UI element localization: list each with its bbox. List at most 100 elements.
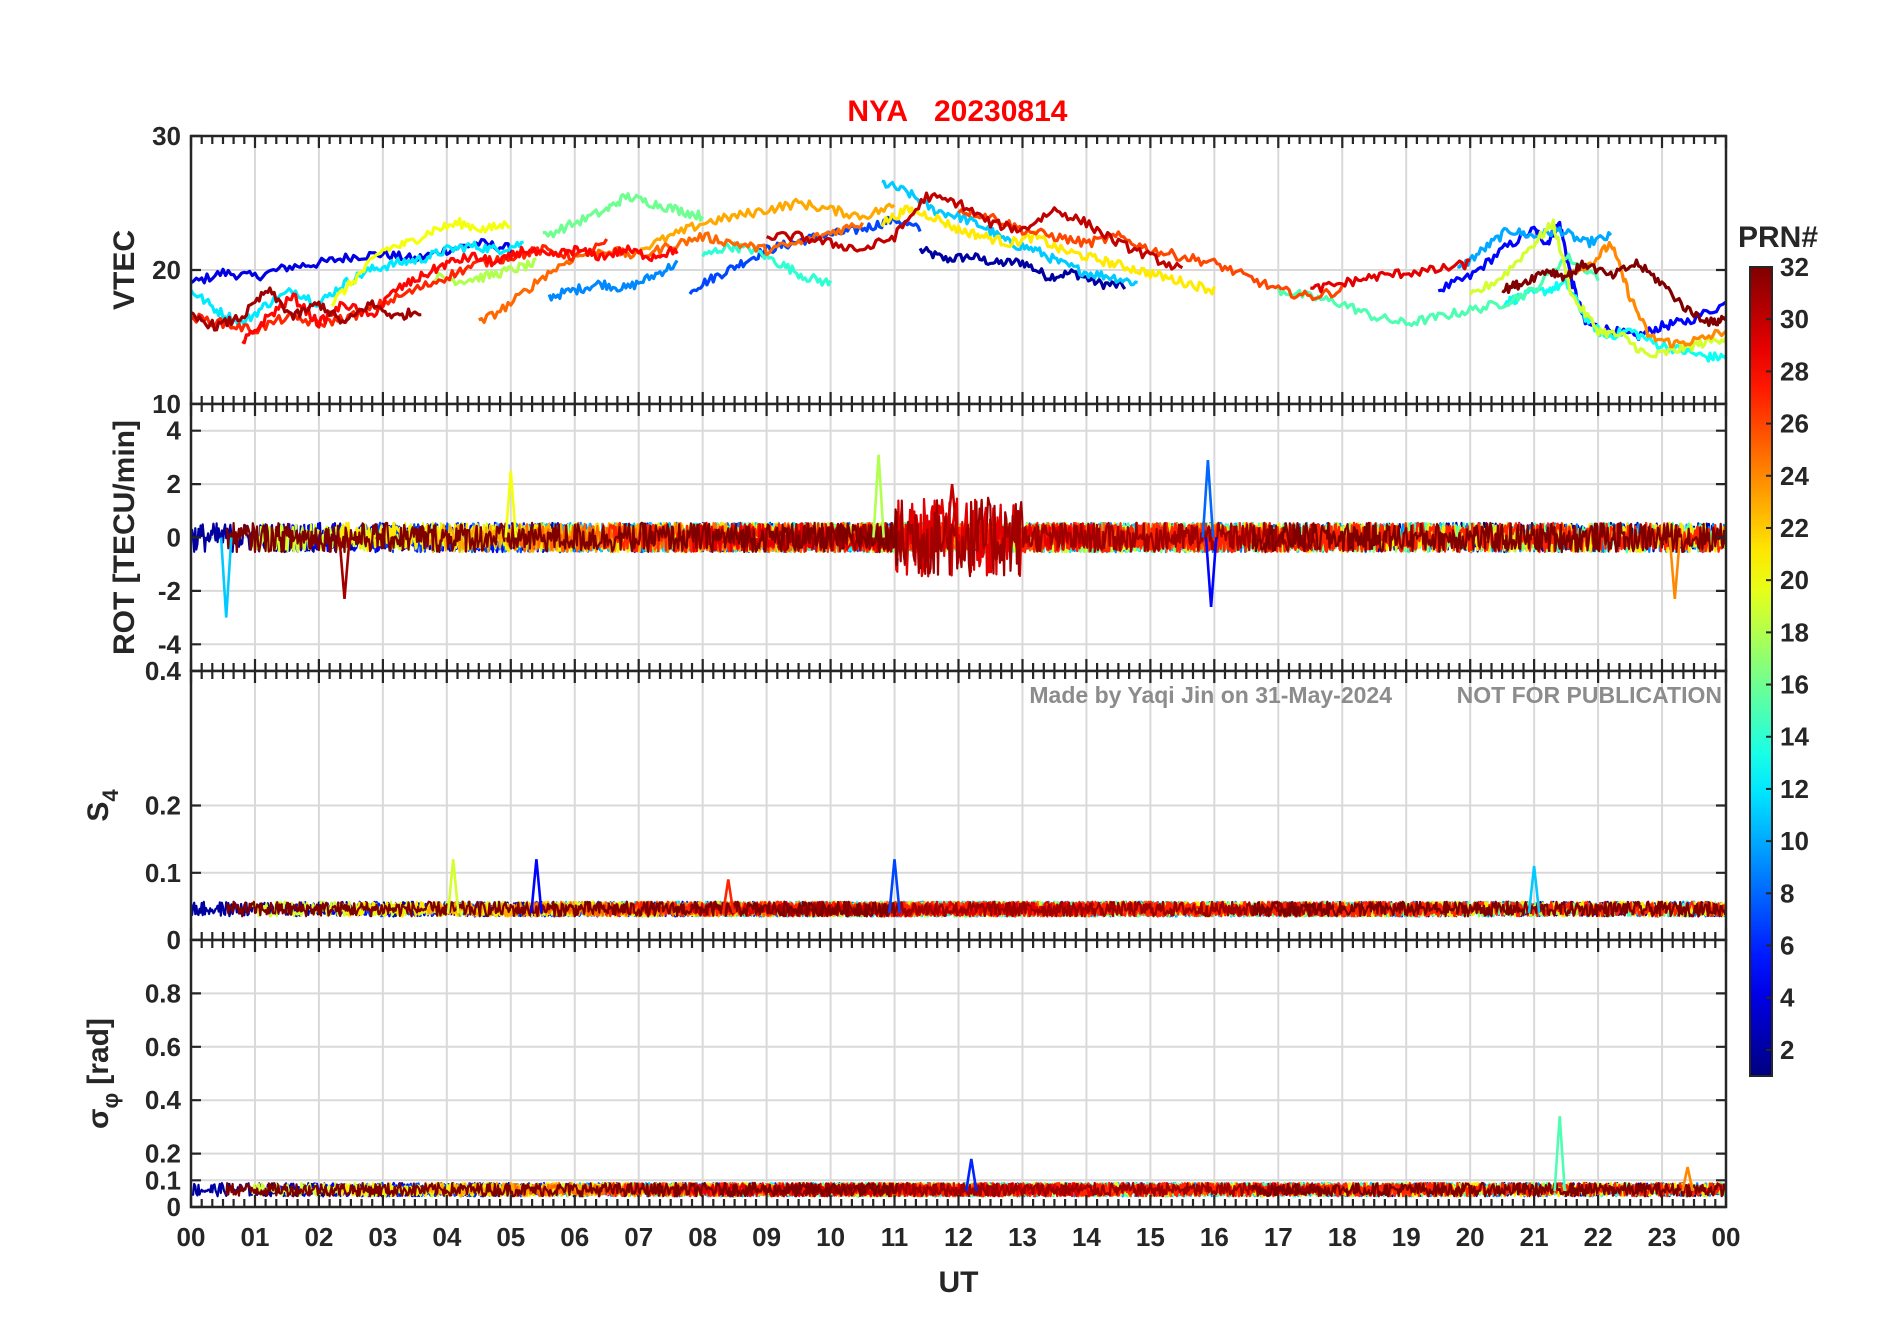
peak-mark-prn-18	[872, 454, 885, 538]
series-line-prn-31	[777, 1181, 1317, 1198]
x-tick-label: 01	[240, 1222, 269, 1252]
series-line-prn-5	[1437, 220, 1727, 342]
watermark-notice: NOT FOR PUBLICATION	[1457, 682, 1722, 708]
y-tick-label: 0	[167, 523, 181, 553]
peak-mark-prn-6	[964, 1158, 978, 1192]
series-line-prn-28	[241, 244, 679, 345]
y-axis-label: VTEC	[108, 230, 141, 310]
colorbar-tick-label: 6	[1780, 931, 1794, 961]
y-axis-label: ROT [TECU/min]	[108, 420, 141, 655]
title-station: NYA	[847, 95, 908, 128]
series-group	[189, 179, 1728, 363]
y-axis-label: σφ [rad]	[82, 1018, 123, 1129]
x-tick-label: 07	[624, 1222, 653, 1252]
colorbar-tick-label: 26	[1780, 409, 1809, 439]
x-axis-label: UT	[939, 1266, 979, 1299]
x-tick-label: 16	[1200, 1222, 1229, 1252]
series-line-prn-32	[1251, 900, 1728, 918]
colorbar-tick-label: 16	[1780, 670, 1809, 700]
y-tick-label: 2	[167, 469, 181, 499]
peak-mark-prn-5	[1204, 537, 1218, 607]
y-tick-label: 0.1	[145, 1165, 181, 1195]
y-tick-label: 0.1	[145, 858, 181, 888]
y-tick-label: 0.6	[145, 1032, 181, 1062]
peak-mark-prn-15	[1553, 1116, 1567, 1192]
peak-mark-prn-24	[1681, 1166, 1694, 1192]
y-ticks	[191, 992, 1726, 1209]
series-line-prn-2	[918, 246, 1127, 290]
x-tick-label: 08	[688, 1222, 717, 1252]
peak-mark-prn-24	[1668, 537, 1682, 600]
peak-mark-prn-30	[945, 483, 959, 538]
panel-4: 00.10.2 0.4 0.6 0.8 σφ [rad]	[82, 938, 1728, 1222]
x-tick-label: 11	[881, 1222, 909, 1252]
colorbar-tick-label: 28	[1780, 356, 1809, 386]
peak-mark-prn-7	[888, 859, 901, 914]
panel-1: 10 20 30 VTEC	[108, 121, 1728, 419]
minor-ticks	[189, 671, 1728, 940]
y-ticks	[191, 429, 1726, 646]
x-tick-label: 00	[1712, 1222, 1741, 1252]
colorbar-tick-label: 20	[1780, 565, 1809, 595]
x-tick-label: 10	[816, 1222, 845, 1252]
series-line-prn-10	[1457, 226, 1613, 270]
series-group	[189, 454, 1728, 618]
series-line-prn-23	[637, 197, 896, 256]
series-line-prn-9	[547, 259, 679, 302]
x-tick-label: 02	[304, 1222, 333, 1252]
colorbar-tick-label: 2	[1780, 1035, 1794, 1065]
x-tick-label: 20	[1456, 1222, 1485, 1252]
y-tick-label: 30	[152, 121, 181, 151]
panel-3: 0 0.1 0.2 0.4 S4	[82, 656, 1728, 955]
colorbar-gradient	[1749, 266, 1773, 1077]
peak-mark-prn-11	[219, 537, 233, 618]
series-line-prn-21	[339, 1181, 782, 1198]
colorbar-tick-label: 22	[1780, 513, 1809, 543]
y-tick-label: 4	[167, 416, 182, 446]
y-tick-label: 0.2	[145, 791, 181, 821]
series-line-prn-32	[1251, 1181, 1728, 1198]
y-tick-label: 0.2	[145, 1139, 181, 1169]
y-tick-label: -4	[158, 629, 182, 659]
series-line-prn-16	[542, 192, 705, 239]
y-axis-label-main: S	[82, 802, 115, 822]
watermark-made-by: Made by Yaqi Jin on 31-May-2024	[1029, 682, 1392, 708]
series-line-prn-29	[1310, 258, 1471, 294]
x-tick-label: 04	[432, 1222, 461, 1252]
series-line-prn-32	[225, 508, 899, 567]
panel-ticks	[189, 940, 1728, 1209]
colorbar-tick-label: 12	[1780, 774, 1809, 804]
series-line-prn-32	[1501, 258, 1727, 328]
y-tick-label: 0	[167, 1192, 181, 1222]
y-axis-label-sub: φ	[98, 1093, 123, 1109]
y-tick-label: 0.8	[145, 978, 181, 1008]
y-axis-label: S4	[82, 789, 123, 822]
x-axis: 00 01 02 03 04 05 06 07 08 09 10 11 12 13 14 15 16 17 18 19…	[177, 1222, 1741, 1252]
minor-ticks	[189, 404, 1728, 671]
colorbar-tick-label: 4	[1780, 983, 1795, 1013]
series-line-prn-21	[880, 204, 1216, 296]
y-axis-label-main: σ	[82, 1108, 115, 1129]
peak-mark-prn-5	[530, 859, 543, 914]
x-tick-label: 13	[1008, 1222, 1037, 1252]
peak-mark-prn-27	[721, 879, 735, 914]
title-date: 20230814	[934, 95, 1068, 128]
peak-mark-prn-8	[1201, 460, 1215, 538]
y-tick-label: 0	[167, 925, 181, 955]
colorbar-tick-label: 24	[1780, 461, 1809, 491]
series-group	[190, 859, 1728, 918]
x-tick-label: 09	[752, 1222, 781, 1252]
y-tick-label: 20	[152, 255, 181, 285]
peak-mark-prn-11	[1527, 865, 1541, 914]
x-tick-label: 17	[1264, 1222, 1293, 1252]
x-tick-label: 21	[1520, 1222, 1549, 1252]
peak-mark-prn-20	[504, 470, 518, 538]
x-tick-label: 14	[1072, 1222, 1101, 1252]
series-group	[190, 1116, 1728, 1198]
colorbar-tick-label: 14	[1780, 722, 1809, 752]
panel-ticks	[189, 404, 1728, 671]
x-tick-label: 12	[944, 1222, 973, 1252]
colorbar-tick-label: 18	[1780, 617, 1809, 647]
